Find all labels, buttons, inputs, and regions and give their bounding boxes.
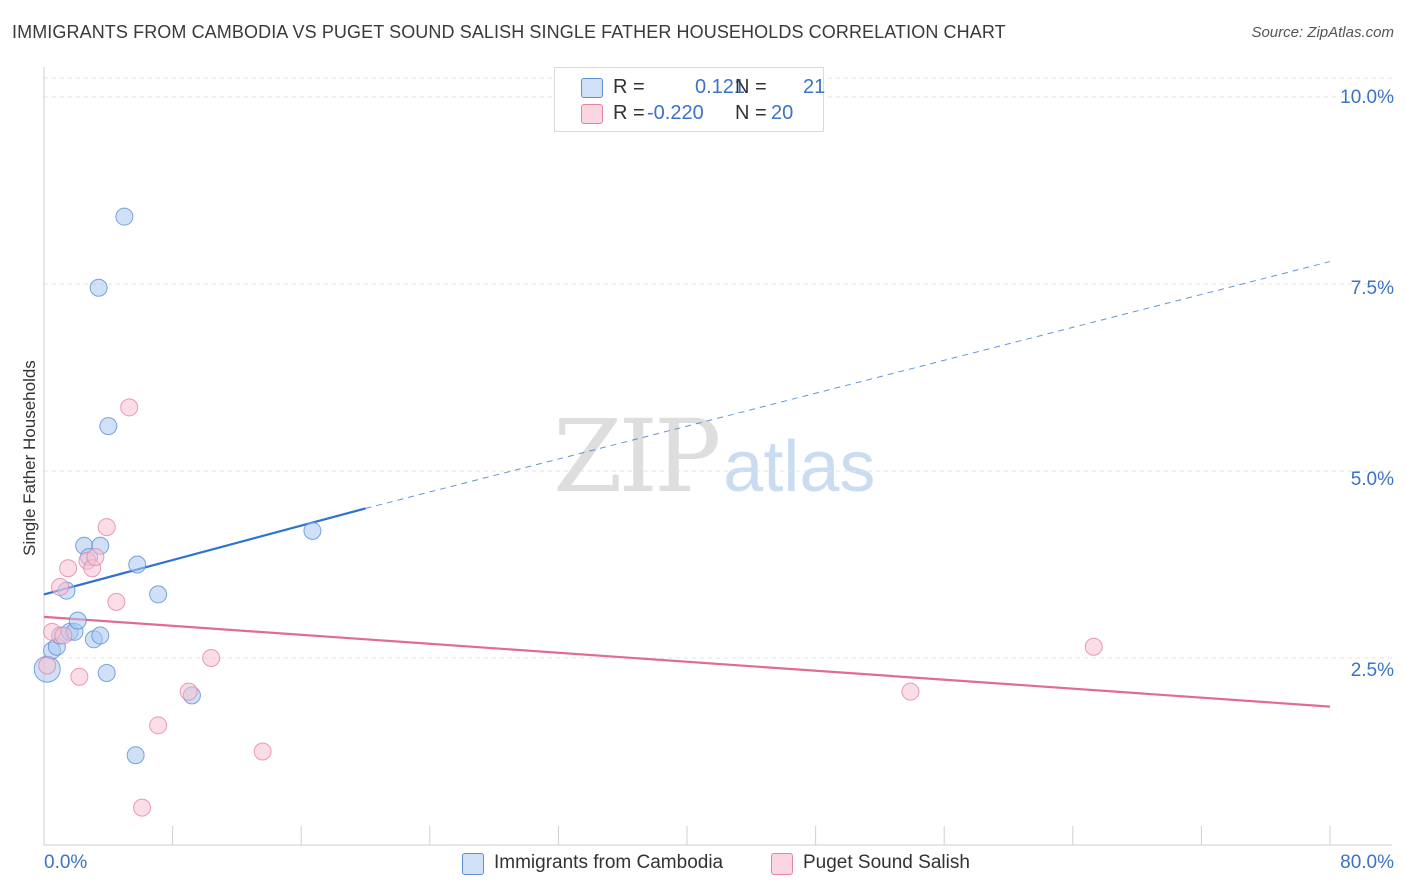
- data-point-salish: [70, 667, 89, 686]
- x-tick-label-max: 80.0%: [1340, 852, 1394, 873]
- stats-legend: R = 0.121 N = 21 R = -0.220 N = 20: [554, 67, 826, 132]
- bottom-legend-swatch-cambodia: [462, 853, 484, 875]
- x-tick-label-min: 0.0%: [44, 852, 88, 873]
- data-point-cambodia: [97, 663, 116, 682]
- y-tick-label: 7.5%: [1350, 278, 1394, 299]
- data-point-salish: [120, 398, 139, 417]
- watermark-atlas: atlas: [723, 427, 876, 507]
- n-label: N =: [735, 102, 767, 124]
- data-point-salish: [54, 626, 73, 645]
- data-point-salish: [253, 742, 272, 761]
- data-point-cambodia: [115, 207, 134, 226]
- watermark: ZIPatlas: [553, 398, 875, 515]
- n-label: N =: [735, 76, 767, 98]
- trend-line-extension-cambodia: [365, 261, 1331, 509]
- chart-title: IMMIGRANTS FROM CAMBODIA VS PUGET SOUND …: [12, 22, 1006, 42]
- y-tick-label: 10.0%: [1340, 87, 1394, 108]
- data-point-salish: [133, 798, 152, 817]
- data-point-cambodia: [99, 417, 118, 436]
- data-point-cambodia: [128, 555, 147, 574]
- y-tick-label: 5.0%: [1350, 469, 1394, 490]
- r-value: 0.121: [695, 76, 746, 98]
- bottom-legend-swatch-salish: [771, 853, 793, 875]
- r-label: R =: [613, 76, 645, 98]
- bottom-legend-label: Immigrants from Cambodia: [494, 852, 724, 873]
- y-tick-label: 2.5%: [1350, 660, 1394, 681]
- data-point-salish: [202, 649, 221, 667]
- r-label: R =: [613, 102, 645, 124]
- data-point-salish: [179, 682, 198, 701]
- data-point-cambodia: [89, 278, 108, 297]
- data-point-salish: [38, 656, 57, 675]
- bottom-legend-label: Puget Sound Salish: [803, 852, 970, 873]
- data-point-cambodia: [91, 626, 110, 645]
- n-value: 21: [803, 76, 826, 98]
- data-point-cambodia: [68, 611, 87, 630]
- stats-legend-swatch-cambodia: [581, 78, 603, 98]
- watermark-zip: ZIP: [553, 398, 721, 515]
- data-point-cambodia: [149, 585, 168, 604]
- data-point-salish: [1084, 637, 1103, 656]
- r-value: -0.220: [647, 102, 704, 124]
- trend-line-salish: [43, 615, 1331, 708]
- data-point-salish: [107, 592, 126, 611]
- n-value: 20: [771, 102, 794, 124]
- stats-legend-swatch-salish: [581, 104, 603, 124]
- data-point-cambodia: [126, 746, 145, 765]
- data-point-salish: [86, 548, 105, 567]
- data-point-salish: [901, 682, 920, 701]
- data-point-cambodia: [303, 521, 322, 540]
- source-credit: Source: ZipAtlas.com: [1251, 24, 1394, 41]
- data-point-salish: [97, 518, 116, 537]
- data-point-salish: [51, 577, 70, 596]
- data-point-salish: [149, 716, 168, 735]
- data-point-salish: [59, 559, 78, 578]
